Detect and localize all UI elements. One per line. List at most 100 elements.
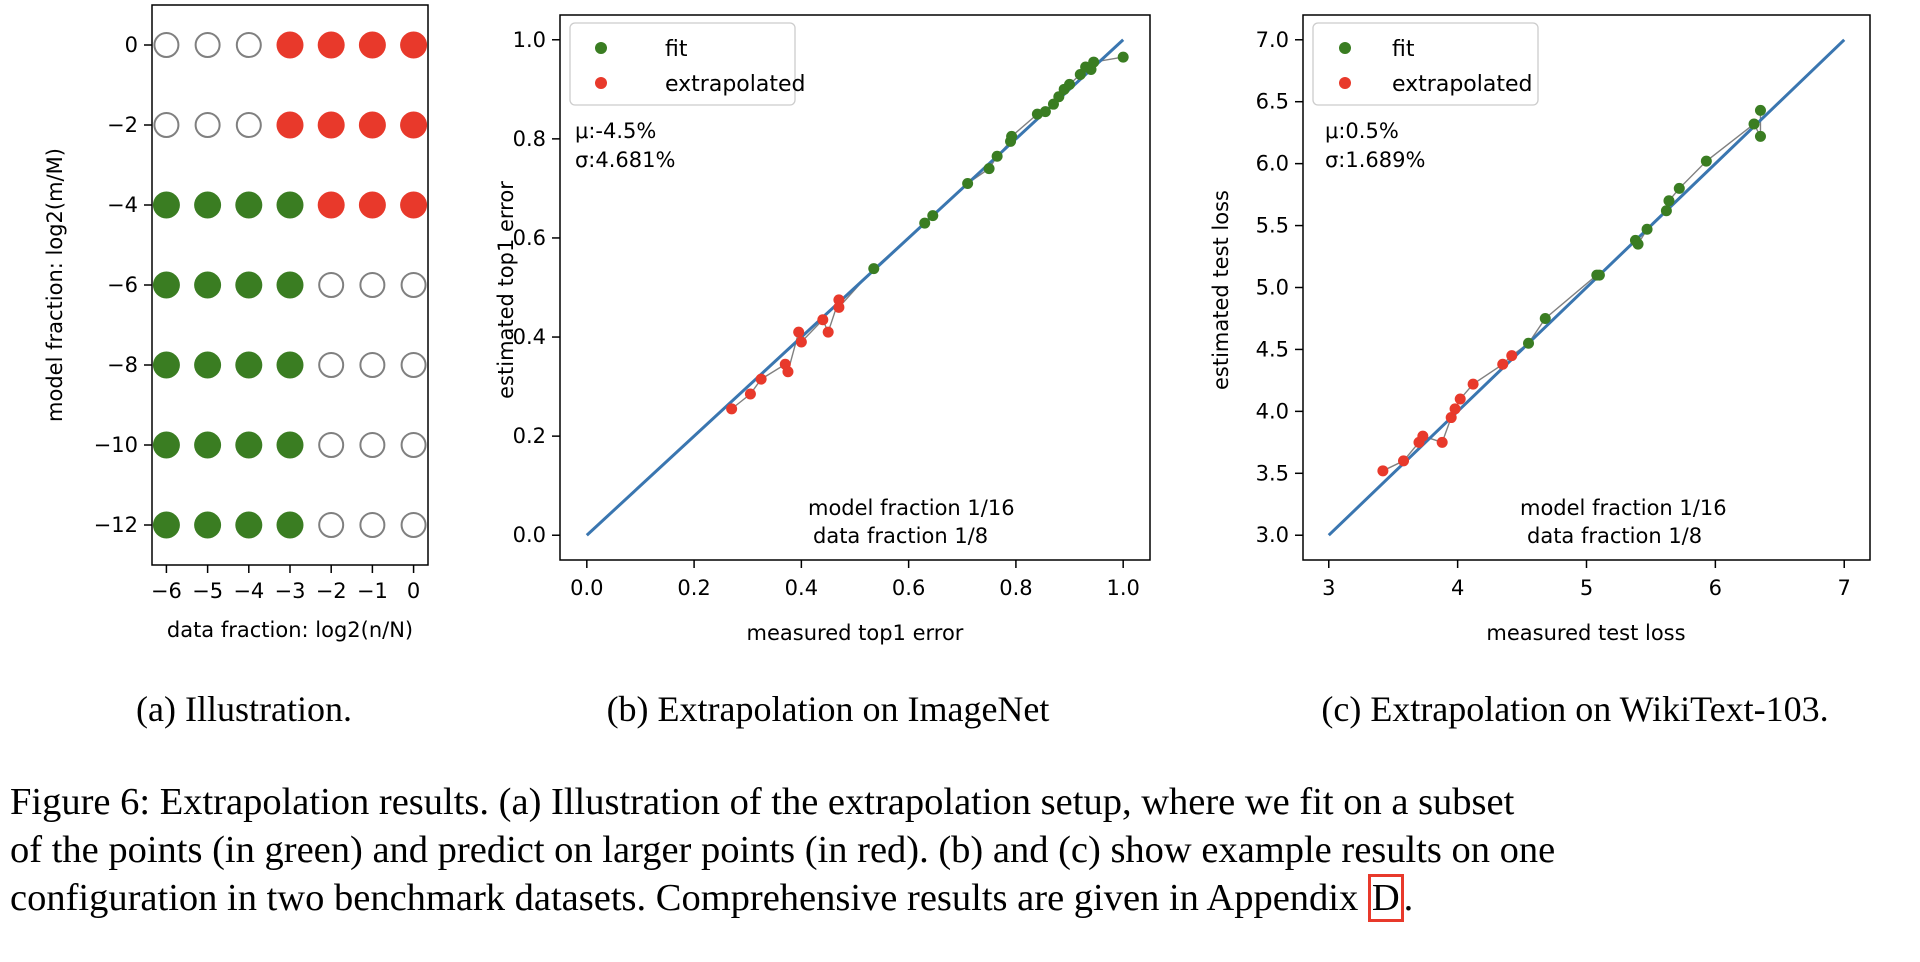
panel-c-extrapolated-point: [1467, 378, 1479, 390]
subcaption-b: (b) Extrapolation on ImageNet: [607, 689, 1050, 729]
panel-c-x-tick-label: 5: [1580, 576, 1593, 600]
panel-c-y-tick-label: 5.5: [1256, 214, 1289, 238]
panel-a-fit-marker: [276, 351, 304, 379]
panel-c-y-tick-label: 3.0: [1256, 523, 1289, 547]
panel-c-x-tick-label: 3: [1322, 576, 1335, 600]
panel-c-extrapolated-point: [1398, 455, 1410, 467]
panel-b-legend-extrapolated-label: extrapolated: [665, 72, 805, 97]
panel-a-unused-marker: [318, 512, 345, 538]
panel-a-fit-marker: [152, 191, 180, 219]
figure-caption: Figure 6: Extrapolation results. (a) Ill…: [10, 778, 1915, 922]
panel-a-fit-marker: [235, 351, 263, 379]
panel-a-unused-marker: [359, 272, 386, 298]
panel-c-extrapolated-point: [1454, 393, 1466, 405]
panel-b-y-tick-label: 0.0: [513, 523, 546, 547]
panel-c-fit-point: [1523, 337, 1535, 349]
panel-a-markers: [152, 31, 428, 539]
panel-b-y-tick-label: 0.6: [513, 226, 546, 250]
panel-b-legend-fit-marker: [595, 42, 607, 54]
panel-b-x-tick-label: 0.8: [999, 576, 1032, 600]
panel-b-y-ticks: 0.0 0.2 0.4 0.6 0.8 1.0: [513, 28, 560, 547]
panel-a-x-tick-label: −3: [275, 579, 306, 603]
panel-c-plot-area: [1327, 38, 1846, 537]
panel-a-extrapolated-marker: [276, 31, 304, 59]
panel-a-fit-marker: [152, 351, 180, 379]
panel-a-y-label: model fraction: log2(m/M): [43, 148, 67, 422]
panel-c-extrapolated-point: [1445, 412, 1457, 424]
panel-c-legend-extrapolated-label: extrapolated: [1392, 72, 1532, 97]
panel-c-fit-point: [1673, 182, 1685, 194]
panel-c-fit-point: [1660, 205, 1672, 217]
panel-c-fit-point: [1748, 118, 1760, 130]
panel-c-legend-fit-label: fit: [1392, 37, 1415, 62]
panel-b-ideal-line: [585, 38, 1125, 537]
panel-c-legend-extrapolated-marker: [1339, 77, 1351, 89]
panel-a-fit-marker: [194, 191, 222, 219]
caption-line-1: Figure 6: Extrapolation results. (a) Ill…: [10, 781, 1515, 823]
panel-b-y-tick-label: 1.0: [513, 28, 546, 52]
panel-a-x-tick-label: 0: [407, 579, 420, 603]
panel-b-fit-point: [1088, 56, 1100, 68]
panel-a-x-ticks: −6 −5 −4 −3 −2 −1 0: [151, 565, 420, 603]
panel-a-fit-marker: [194, 271, 222, 299]
panel-b-mu-stat: μ:-4.5%: [575, 119, 656, 143]
panel-a-unused-marker: [194, 32, 221, 58]
panel-a-fit-marker: [194, 511, 222, 539]
panel-b-x-tick-label: 1.0: [1106, 576, 1139, 600]
panel-a-unused-marker: [359, 432, 386, 458]
panel-a-fit-marker: [235, 191, 263, 219]
panel-a-unused-marker: [359, 512, 386, 538]
appendix-d-link[interactable]: D: [1367, 874, 1404, 922]
panel-b-x-ticks: 0.0 0.2 0.4 0.6 0.8 1.0: [570, 560, 1140, 600]
panel-a-x-label: data fraction: log2(n/N): [167, 618, 413, 642]
panel-a-extrapolated-marker: [276, 111, 304, 139]
panel-b-extrapolated-point: [817, 314, 829, 326]
panel-a-x-tick-label: −6: [151, 579, 182, 603]
panel-c-extrapolated-point: [1417, 430, 1429, 442]
panel-a-extrapolated-marker: [317, 111, 345, 139]
panel-c-wikitext: 3 4 5 6 7 3.0 3.5 4.0 4.5 5.0 5.5 6.0 6.5 7.0 measur…: [1209, 14, 1871, 729]
panel-a-y-tick-label: 0: [125, 33, 138, 57]
panel-a-fit-marker: [235, 271, 263, 299]
panel-a-extrapolated-marker: [358, 111, 386, 139]
panel-b-x-tick-label: 0.2: [677, 576, 710, 600]
panel-b-extrapolated-point: [822, 326, 834, 338]
panel-c-fit-point: [1593, 269, 1605, 281]
panel-c-y-tick-label: 3.5: [1256, 461, 1289, 485]
panel-a-unused-marker: [400, 432, 427, 458]
panel-a-extrapolated-marker: [358, 191, 386, 219]
panel-a-y-tick-label: −6: [107, 273, 138, 297]
panel-a-fit-marker: [152, 511, 180, 539]
panel-b-y-tick-label: 0.4: [513, 325, 546, 349]
panel-a-fit-marker: [152, 431, 180, 459]
panel-a-fit-marker: [194, 431, 222, 459]
panel-a-x-tick-label: −2: [316, 579, 347, 603]
panel-a-unused-marker: [318, 352, 345, 378]
panel-a-y-tick-label: −10: [94, 433, 138, 457]
panel-b-sigma-stat: σ:4.681%: [575, 148, 675, 172]
panel-a-fit-marker: [276, 191, 304, 219]
panel-b-fit-point: [927, 210, 939, 222]
panel-b-annotation-model: model fraction 1/16: [808, 496, 1015, 520]
panel-c-fit-point: [1700, 155, 1712, 167]
panel-c-fit-point: [1539, 312, 1551, 324]
panel-c-fit-point: [1641, 223, 1653, 235]
panel-b-x-label: measured top1 error: [747, 621, 964, 645]
panel-a-fit-marker: [152, 271, 180, 299]
panel-c-annotation-model: model fraction 1/16: [1520, 496, 1727, 520]
panel-b-y-tick-label: 0.2: [513, 424, 546, 448]
panel-b-y-tick-label: 0.8: [513, 127, 546, 151]
panel-a-unused-marker: [318, 432, 345, 458]
panel-a-unused-marker: [194, 112, 221, 138]
panel-c-y-tick-label: 7.0: [1256, 28, 1289, 52]
panel-b-frame: [559, 14, 1151, 561]
panel-a-fit-marker: [276, 511, 304, 539]
panel-a-y-tick-label: −2: [107, 113, 138, 137]
panel-c-sigma-stat: σ:1.689%: [1325, 148, 1425, 172]
panel-c-x-ticks: 3 4 5 6 7: [1322, 560, 1851, 600]
panel-c-extrapolated-point: [1506, 350, 1518, 362]
panel-c-x-tick-label: 4: [1451, 576, 1464, 600]
caption-line-3: configuration in two benchmark datasets.…: [10, 874, 1915, 922]
panel-a-x-tick-label: −4: [233, 579, 264, 603]
panel-b-extrapolated-point: [782, 366, 794, 378]
